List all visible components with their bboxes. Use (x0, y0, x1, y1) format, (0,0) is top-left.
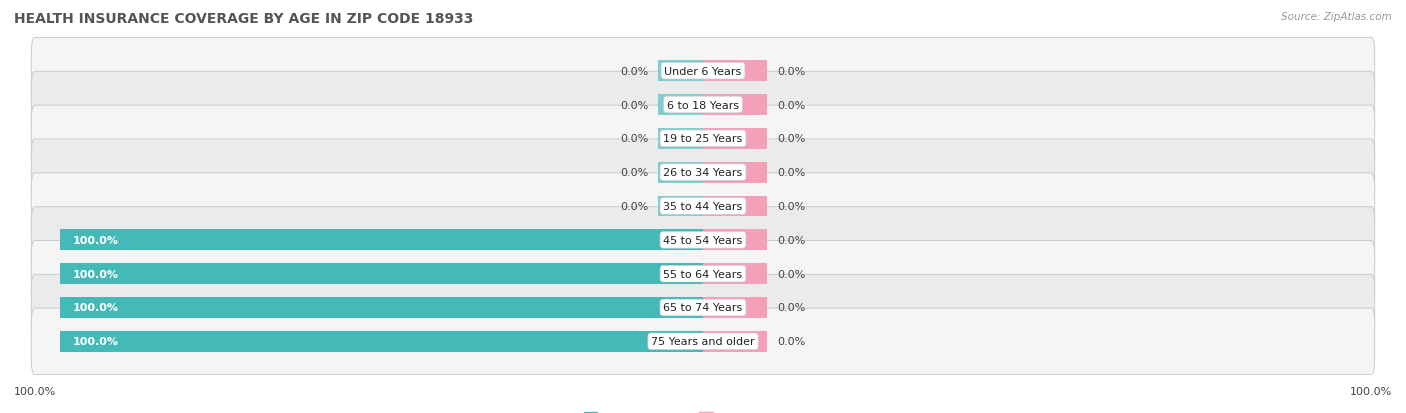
Text: 100.0%: 100.0% (73, 337, 120, 347)
Text: HEALTH INSURANCE COVERAGE BY AGE IN ZIP CODE 18933: HEALTH INSURANCE COVERAGE BY AGE IN ZIP … (14, 12, 474, 26)
FancyBboxPatch shape (31, 72, 1375, 138)
Text: Under 6 Years: Under 6 Years (665, 66, 741, 76)
Bar (703, 297, 768, 318)
Bar (703, 263, 768, 285)
Bar (658, 196, 703, 217)
Text: Source: ZipAtlas.com: Source: ZipAtlas.com (1281, 12, 1392, 22)
Text: 0.0%: 0.0% (778, 100, 806, 110)
Text: 0.0%: 0.0% (620, 66, 648, 76)
Text: 100.0%: 100.0% (73, 235, 120, 245)
Text: 0.0%: 0.0% (778, 337, 806, 347)
Text: 0.0%: 0.0% (778, 235, 806, 245)
Text: 0.0%: 0.0% (778, 269, 806, 279)
Text: 0.0%: 0.0% (620, 134, 648, 144)
FancyBboxPatch shape (31, 275, 1375, 341)
Bar (703, 230, 768, 251)
Text: 55 to 64 Years: 55 to 64 Years (664, 269, 742, 279)
Bar (703, 162, 768, 183)
Text: 65 to 74 Years: 65 to 74 Years (664, 303, 742, 313)
FancyBboxPatch shape (31, 38, 1375, 104)
Bar (658, 95, 703, 116)
Text: 0.0%: 0.0% (778, 303, 806, 313)
Bar (60, 297, 703, 318)
Text: 35 to 44 Years: 35 to 44 Years (664, 202, 742, 211)
Text: 100.0%: 100.0% (73, 303, 120, 313)
Bar (703, 196, 768, 217)
FancyBboxPatch shape (31, 140, 1375, 206)
Text: 0.0%: 0.0% (778, 66, 806, 76)
Bar (658, 162, 703, 183)
FancyBboxPatch shape (31, 207, 1375, 273)
FancyBboxPatch shape (31, 106, 1375, 172)
Text: 6 to 18 Years: 6 to 18 Years (666, 100, 740, 110)
Text: 45 to 54 Years: 45 to 54 Years (664, 235, 742, 245)
FancyBboxPatch shape (31, 173, 1375, 240)
Text: 100.0%: 100.0% (73, 269, 120, 279)
Text: 75 Years and older: 75 Years and older (651, 337, 755, 347)
Bar (60, 230, 703, 251)
FancyBboxPatch shape (31, 309, 1375, 375)
Text: 0.0%: 0.0% (778, 168, 806, 178)
Text: 0.0%: 0.0% (620, 202, 648, 211)
Bar (658, 61, 703, 82)
Bar (60, 263, 703, 285)
Text: 0.0%: 0.0% (778, 202, 806, 211)
Text: 19 to 25 Years: 19 to 25 Years (664, 134, 742, 144)
Bar (703, 61, 768, 82)
Text: 0.0%: 0.0% (778, 134, 806, 144)
Bar (703, 331, 768, 352)
Bar (60, 331, 703, 352)
Bar (703, 128, 768, 150)
Text: 100.0%: 100.0% (1350, 387, 1392, 396)
Bar (703, 95, 768, 116)
Text: 26 to 34 Years: 26 to 34 Years (664, 168, 742, 178)
Text: 0.0%: 0.0% (620, 100, 648, 110)
Text: 0.0%: 0.0% (620, 168, 648, 178)
Bar (658, 128, 703, 150)
FancyBboxPatch shape (31, 241, 1375, 307)
Legend: With Coverage, Without Coverage: With Coverage, Without Coverage (579, 408, 827, 413)
Text: 100.0%: 100.0% (14, 387, 56, 396)
